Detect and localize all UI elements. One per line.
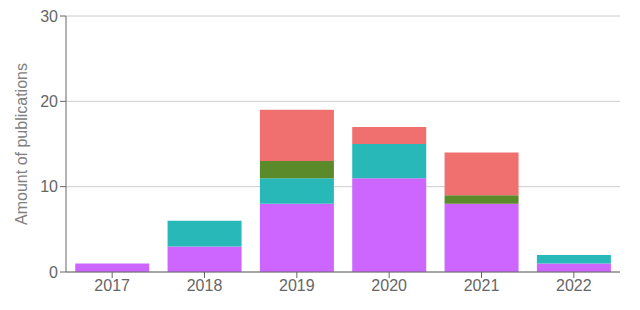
svg-text:2022: 2022 — [556, 277, 592, 294]
svg-text:2021: 2021 — [464, 277, 500, 294]
svg-text:2019: 2019 — [279, 277, 315, 294]
svg-text:2017: 2017 — [94, 277, 130, 294]
svg-text:30: 30 — [40, 8, 58, 25]
svg-text:2018: 2018 — [187, 277, 223, 294]
svg-text:0: 0 — [49, 264, 58, 281]
svg-text:Amount of publications: Amount of publications — [13, 63, 30, 225]
svg-text:20: 20 — [40, 93, 58, 110]
svg-text:10: 10 — [40, 178, 58, 195]
svg-text:2020: 2020 — [371, 277, 407, 294]
